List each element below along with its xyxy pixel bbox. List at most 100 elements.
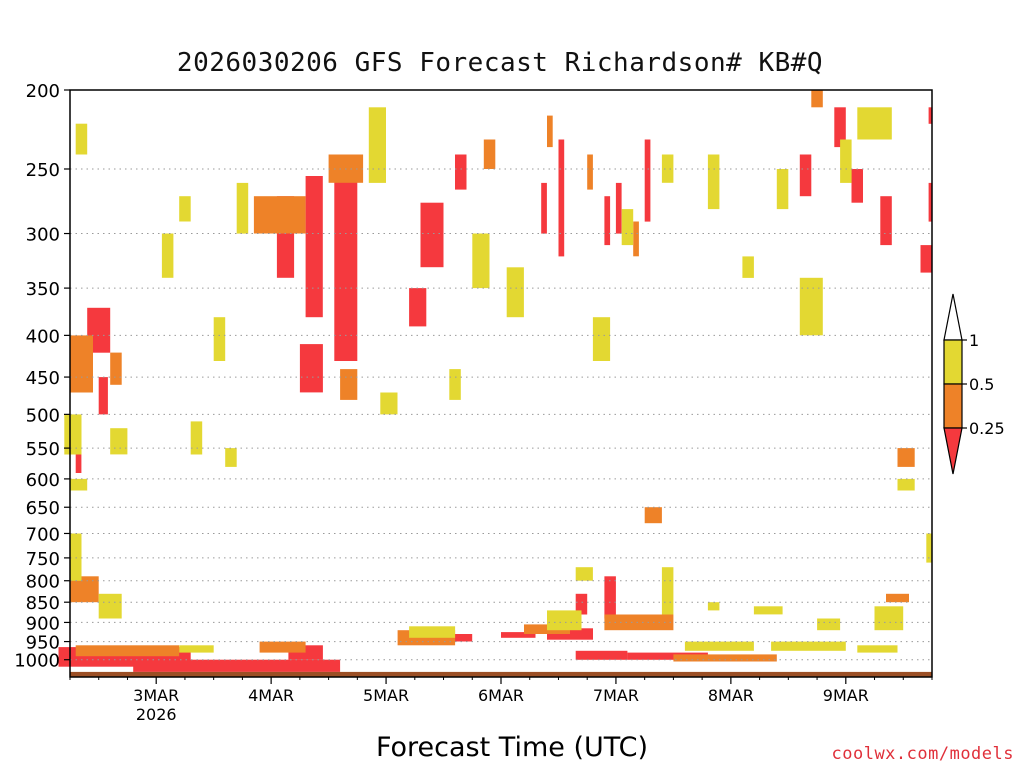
heatmap-cell [621,209,634,246]
heatmap-cell [443,634,473,642]
heatmap-cell [644,139,651,222]
x-axis-label: Forecast Time (UTC) [375,732,649,763]
y-tick-label: 1000 [14,651,60,672]
heatmap-cell [897,448,915,467]
y-tick-label: 750 [26,549,60,570]
heatmap-cell [604,614,674,631]
legend-label: 0.25 [969,419,1005,438]
heatmap-cell [575,650,628,660]
heatmap-cell [811,90,823,108]
x-tick-label: 7MAR [593,686,639,705]
heatmap-cell [541,182,547,234]
heatmap-cell [98,593,122,619]
heatmap-cell [179,645,214,653]
y-tick-label: 800 [26,572,60,593]
heatmap-cell [874,606,904,631]
heatmap-cell [673,654,777,662]
heatmap-cell [857,107,892,140]
heatmap-cell [817,618,841,631]
x-tick-label: 5MAR [363,686,409,705]
legend-swatch-below-0.25 [943,427,963,475]
x-tick-label: 4MAR [248,686,294,705]
heatmap-cell [771,641,846,651]
heatmap-cell [840,139,852,183]
x-tick-label: 3MAR [133,686,179,705]
heatmap-cell [604,576,616,619]
y-tick-label: 500 [26,405,60,426]
x-axis: 3MAR 4MAR 5MAR 6MAR 7MAR 8MAR 9MAR 2026 [69,677,933,724]
y-tick-label: 300 [26,225,60,246]
x-tick-label: 8MAR [708,686,754,705]
heatmap-cell [661,154,674,183]
heatmap-cell [340,369,358,400]
heatmap-cell [707,154,720,210]
heatmap-cell [110,428,128,455]
heatmap-cell [753,606,783,615]
heatmap-cell [615,182,622,234]
heatmap-cell [64,414,82,455]
heatmap-cell [604,196,611,246]
heatmap-cell [190,421,203,455]
heatmap-cell [455,154,467,190]
heatmap-cell [920,245,932,273]
heatmap-cell [70,533,82,581]
heatmap-cell [592,317,611,361]
ground-band [70,671,932,677]
heatmap-cell [707,602,720,611]
heatmap-cell [236,182,249,234]
heatmap-cell [776,169,789,210]
x-tick-label: 9MAR [823,686,869,705]
y-axis: 200 250 300 350 400 450 500 550 600 650 700 7508008… [14,81,70,672]
chart-title: 2026030206 GFS Forecast Richardson# KB#Q [176,48,824,78]
y-tick-label: 250 [26,160,60,181]
y-tick-label: 700 [26,524,60,545]
heatmap-cell [506,267,524,318]
legend-swatch-0.25-0.5 [943,383,963,429]
heatmap-cell [928,182,932,222]
y-tick-label: 650 [26,498,60,519]
heatmap-cell [259,641,306,653]
site-credit: coolwx.com/models [831,744,1014,764]
heatmap-cell [547,115,553,148]
heatmap-cell [880,196,892,246]
heatmap-cell [558,139,565,257]
heatmap-cell [409,288,427,327]
x-year-label: 2026 [136,705,177,724]
heatmap-cell [834,107,846,148]
y-tick-label: 900 [26,613,60,634]
heatmap-cell [501,632,536,638]
heatmap-cell [587,154,593,190]
legend-label: 0.5 [969,375,994,394]
heatmap-cell [420,202,444,268]
heatmap-cell [179,196,191,222]
legend-label: 1 [969,331,979,350]
heatmap-cell [70,478,88,491]
legend-swatch-0.5-1 [943,339,963,385]
heatmap-cell [70,335,93,393]
heatmap-cell [409,626,456,638]
legend: 1 0.5 0.25 [943,293,1005,475]
heatmap-cell [75,645,180,657]
heatmap-cell [161,233,174,278]
heatmap-cell [213,317,226,361]
heatmap-cell [661,567,674,615]
y-tick-label: 400 [26,326,60,347]
heatmap-cell [799,154,812,197]
heatmap-cell [857,645,898,653]
y-tick-label: 850 [26,593,60,614]
heatmap-cell [644,507,662,524]
y-tick-label: 450 [26,368,60,389]
heatmap-cell [627,652,708,660]
heatmap-cell [851,169,863,203]
y-tick-label: 350 [26,279,60,300]
heatmap-cells [58,90,932,672]
heatmap-cell [133,659,341,672]
heatmap-cell [334,176,358,361]
heatmap-cell [110,352,122,385]
heatmap-cell [575,567,593,581]
heatmap-cell [886,593,909,603]
y-tick-label: 550 [26,439,60,460]
heatmap-cell [926,533,932,563]
heatmap-cell [299,344,323,393]
